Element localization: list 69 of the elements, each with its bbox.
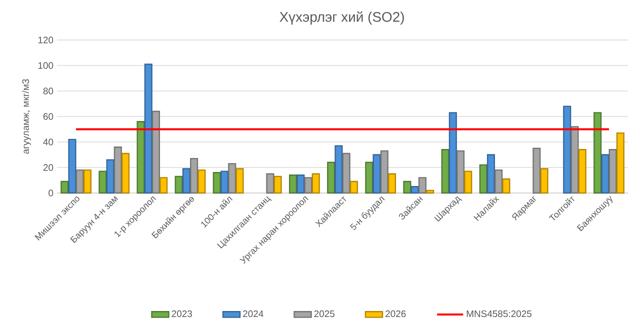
bar [410,186,419,194]
bar [448,112,457,194]
bar [350,180,358,194]
bar [464,170,472,194]
bar [616,132,624,194]
bar [578,149,586,194]
bar [190,158,198,194]
bar [98,170,107,194]
bar [456,150,465,194]
bar [486,154,495,194]
bar [114,146,122,194]
bar [441,149,450,194]
bar [342,152,350,194]
bar [198,169,206,194]
bar [296,174,305,194]
bar [388,173,396,194]
bar [327,162,336,194]
bar [601,154,610,194]
bar [594,112,602,194]
bar [68,138,76,194]
bar [365,162,374,194]
y-tick-label: 80 [43,88,54,94]
legend-label: 2025 [314,310,334,318]
y-tick-label: 120 [38,36,54,44]
bar [403,180,412,194]
bar [563,106,572,194]
bar [540,168,548,194]
bar [380,150,388,194]
bar [479,164,488,194]
y-tick-label: 0 [48,190,54,196]
bar [236,168,244,194]
y-tick-label: 60 [43,113,54,120]
bar [288,174,298,194]
legend-label: 2023 [172,310,192,318]
bar [174,176,183,194]
bar [426,190,434,194]
bar [106,159,114,194]
bar [274,176,282,194]
chart-title: Хүхэрлэг хий (SO2) [280,11,404,25]
bar [60,180,69,194]
bar [76,169,84,194]
y-tick-label: 40 [43,138,54,146]
bar [502,178,510,194]
bar [228,163,236,194]
legend-label: 2024 [243,310,264,318]
bar [160,177,168,194]
y-axis-title: агууламж, мкг/м3 [22,79,31,154]
bar [122,152,130,194]
bar [312,173,320,194]
y-tick-label: 20 [43,164,54,171]
bar [144,64,152,194]
bar [83,169,92,194]
bar [494,169,503,194]
bar [418,177,426,194]
legend-label: MNS4585:2025 [466,310,532,318]
bar [220,170,229,194]
bar [152,110,160,194]
bar [570,126,579,194]
bar [182,168,190,194]
bar [372,154,381,194]
bar [304,177,312,194]
bar [334,145,343,194]
bar [266,173,274,194]
bar [608,149,617,194]
bar [136,121,145,194]
legend-label: 2026 [386,310,406,318]
bar [212,172,221,194]
bar [532,148,541,194]
y-tick-label: 100 [38,62,54,69]
